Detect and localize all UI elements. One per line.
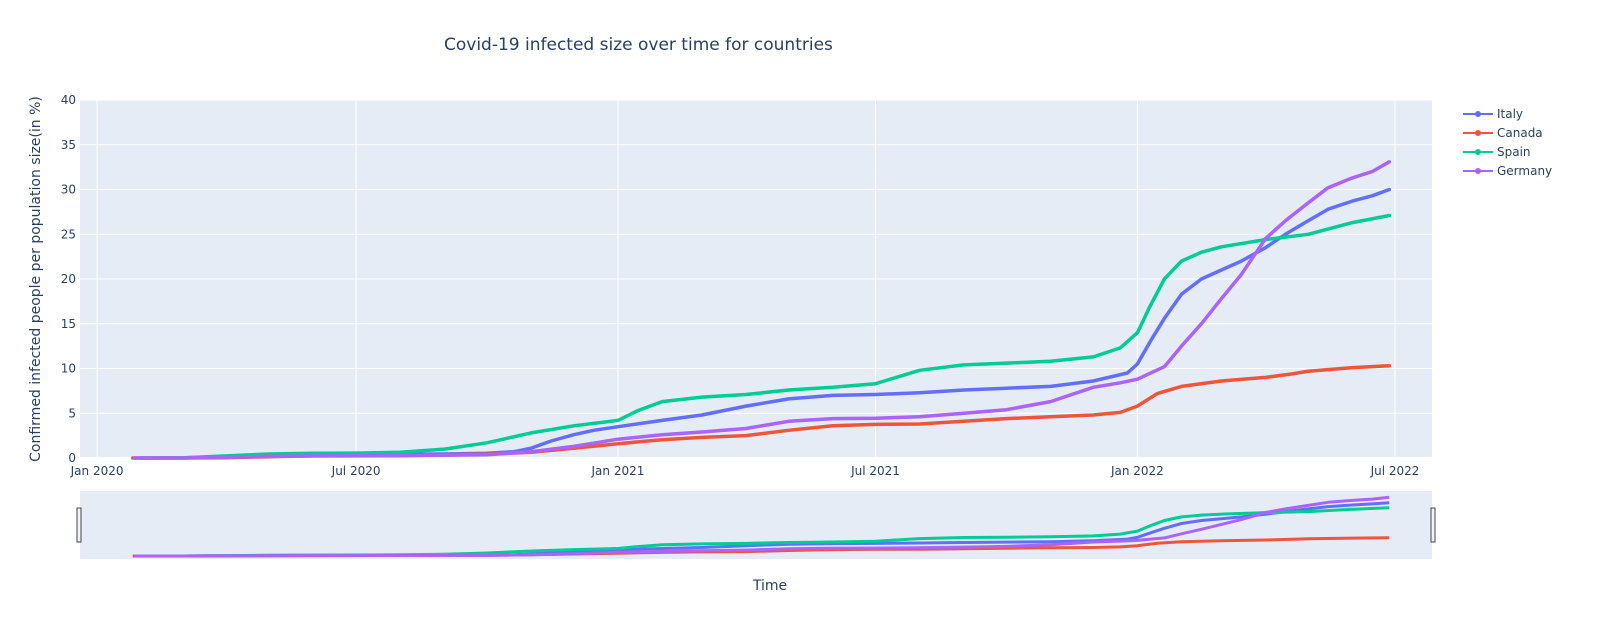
legend-label: Germany bbox=[1497, 164, 1552, 178]
series-line-germany bbox=[132, 160, 1392, 460]
chart-title: Covid-19 infected size over time for cou… bbox=[444, 35, 833, 55]
legend-label: Spain bbox=[1497, 145, 1531, 159]
legend-label: Italy bbox=[1497, 107, 1523, 121]
y-tick-label: 20 bbox=[61, 272, 76, 286]
x-tick-label: Jan 2020 bbox=[70, 464, 124, 478]
range-slider[interactable] bbox=[76, 491, 1436, 559]
x-axis-title: Time bbox=[752, 578, 787, 594]
x-tick-labels: Jan 2020 Jul 2020 Jan 2021 Jul 2021 Jan 2022… bbox=[70, 464, 1420, 478]
series-lines bbox=[130, 160, 1392, 460]
legend[interactable]: Italy Canada Spain Germany bbox=[1463, 107, 1552, 178]
legend-marker bbox=[1475, 111, 1481, 117]
y-axis-title: Confirmed infected people per population… bbox=[28, 96, 44, 462]
legend-item-spain[interactable]: Spain bbox=[1463, 145, 1531, 159]
legend-item-italy[interactable]: Italy bbox=[1463, 107, 1523, 121]
range-slider-line-germany bbox=[134, 495, 1390, 558]
legend-marker bbox=[1475, 149, 1481, 155]
x-tick-label: Jul 2021 bbox=[850, 464, 900, 478]
y-tick-labels: 0 5 10 15 20 25 30 35 40 bbox=[61, 93, 76, 465]
y-tick-label: 5 bbox=[68, 406, 76, 420]
range-slider-series bbox=[132, 495, 1390, 558]
grid-lines bbox=[80, 99, 1432, 459]
range-slider-background bbox=[80, 491, 1432, 559]
x-tick-label: Jul 2020 bbox=[331, 464, 381, 478]
series-line-spain bbox=[139, 213, 1392, 460]
y-tick-label: 40 bbox=[61, 93, 76, 107]
legend-marker bbox=[1475, 168, 1481, 174]
x-tick-label: Jan 2022 bbox=[1110, 464, 1164, 478]
x-tick-label: Jan 2021 bbox=[591, 464, 645, 478]
legend-item-canada[interactable]: Canada bbox=[1463, 126, 1543, 140]
range-slider-left-handle[interactable] bbox=[76, 507, 82, 543]
x-tick-label: Jul 2022 bbox=[1370, 464, 1420, 478]
legend-item-germany[interactable]: Germany bbox=[1463, 164, 1552, 178]
y-tick-label: 35 bbox=[61, 138, 76, 152]
legend-label: Canada bbox=[1497, 126, 1543, 140]
y-tick-label: 15 bbox=[61, 317, 76, 331]
y-tick-label: 0 bbox=[68, 451, 76, 465]
legend-marker bbox=[1475, 130, 1481, 136]
y-tick-label: 25 bbox=[61, 227, 76, 241]
range-slider-right-handle[interactable] bbox=[1430, 507, 1436, 543]
y-tick-label: 30 bbox=[61, 183, 76, 197]
y-tick-label: 10 bbox=[61, 362, 76, 376]
